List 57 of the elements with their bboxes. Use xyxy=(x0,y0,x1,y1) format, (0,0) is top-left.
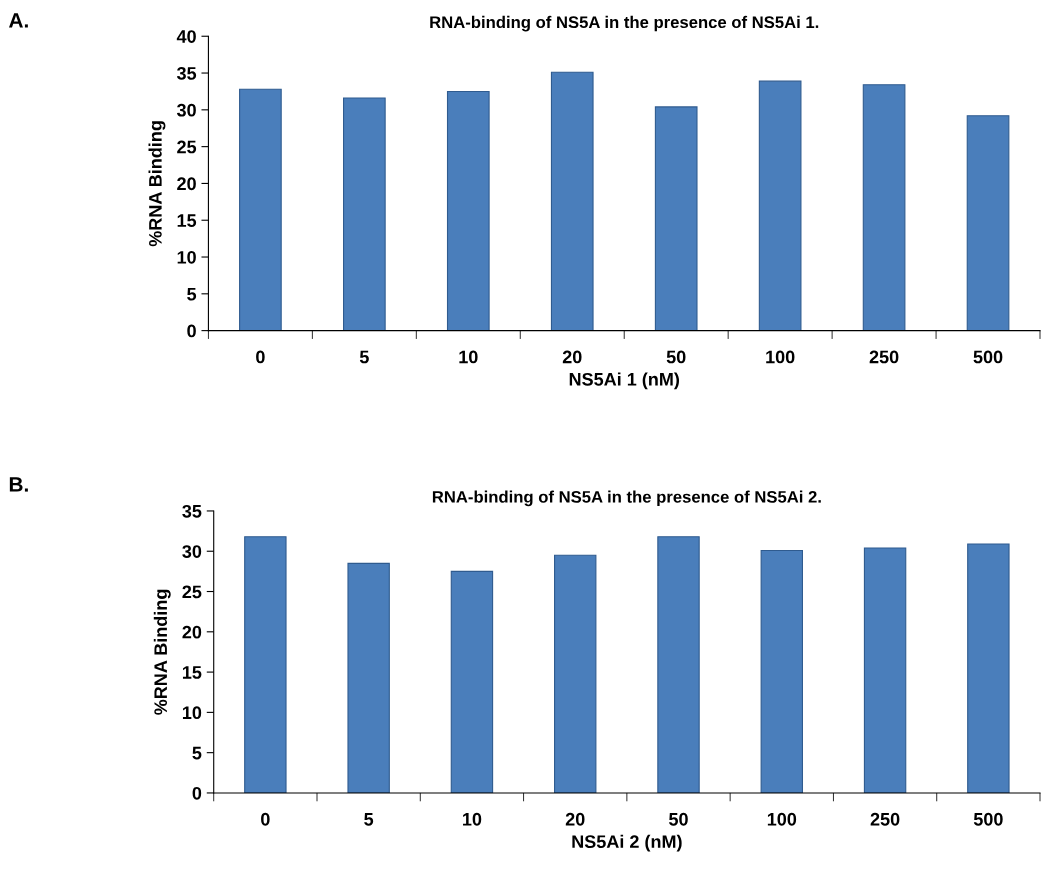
bar xyxy=(239,88,282,331)
bar xyxy=(446,90,490,331)
bar xyxy=(244,536,287,793)
x-tick-label: 50 xyxy=(669,812,688,826)
y-tick-label: 5 xyxy=(192,746,202,760)
text: A. xyxy=(8,13,28,28)
x-tick-label: 500 xyxy=(973,812,1003,826)
bar xyxy=(554,554,597,793)
x-tick-label: 0 xyxy=(261,812,270,826)
bar xyxy=(550,71,594,331)
y-tick-label: 30 xyxy=(182,545,202,558)
x-tick-label: 500 xyxy=(973,350,1003,364)
x-tick-label: 0 xyxy=(256,350,265,364)
y-tick-label: 0 xyxy=(187,324,196,338)
bar xyxy=(760,549,804,793)
y-tick-label: 5 xyxy=(187,287,197,301)
x-tick-label: 5 xyxy=(364,813,374,826)
bar xyxy=(654,106,698,331)
x-axis-title: NS5Ai 2 (nM) xyxy=(572,834,682,852)
y-axis-title: %RNA Binding xyxy=(148,121,166,247)
bar xyxy=(967,543,1010,793)
text: B. xyxy=(9,477,28,492)
x-tick-label: 100 xyxy=(766,350,795,364)
x-tick-label: 20 xyxy=(562,350,582,364)
bar xyxy=(966,115,1010,331)
bar xyxy=(343,97,386,331)
y-tick-label: 10 xyxy=(177,250,196,264)
y-tick-label: 25 xyxy=(177,140,197,154)
x-tick-label: 50 xyxy=(666,350,686,364)
bar xyxy=(347,562,390,793)
y-tick-label: 20 xyxy=(182,625,202,639)
y-tick-label: 10 xyxy=(182,706,202,720)
x-tick-label: 250 xyxy=(869,350,899,364)
bar xyxy=(862,84,906,331)
x-tick-label: 20 xyxy=(565,812,585,826)
x-tick-label: 5 xyxy=(359,350,369,364)
chart-title: RNA-binding of NS5A in the presence of NS5Ai 1. xyxy=(430,15,819,32)
x-tick-label: 10 xyxy=(459,350,478,364)
y-tick-label: 25 xyxy=(182,585,202,599)
bar xyxy=(657,536,700,793)
y-tick-label: 15 xyxy=(182,666,202,679)
y-axis-title: %RNA Binding xyxy=(153,589,171,715)
x-tick-label: 10 xyxy=(463,812,482,826)
x-tick-label: 250 xyxy=(870,812,900,826)
y-tick-label: 0 xyxy=(192,786,202,800)
y-tick-label: 15 xyxy=(177,214,197,227)
y-tick-label: 40 xyxy=(176,30,196,43)
bar xyxy=(863,547,907,793)
y-tick-label: 35 xyxy=(176,66,197,80)
y-tick-label: 35 xyxy=(182,504,202,518)
x-axis-title: NS5Ai 1 (nM) xyxy=(569,372,679,390)
y-tick-label: 30 xyxy=(176,103,196,117)
bar xyxy=(450,570,494,793)
bar xyxy=(758,80,802,331)
x-tick-label: 100 xyxy=(767,812,797,826)
y-tick-label: 20 xyxy=(177,177,196,191)
chart-title: RNA-binding of NS5A in the presence of NS5Ai 2. xyxy=(432,490,821,507)
